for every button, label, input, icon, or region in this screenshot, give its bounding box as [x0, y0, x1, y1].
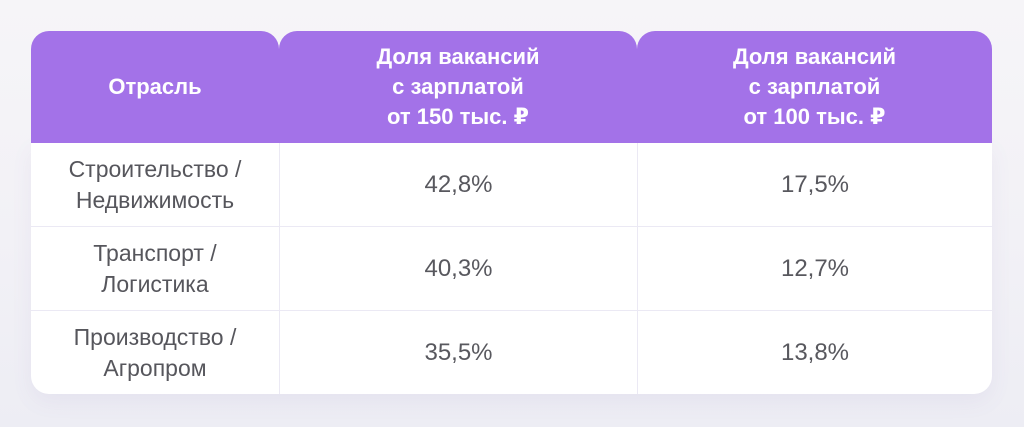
table-row-manufacturing: Производство / Агропром 35,5% 13,8% [31, 310, 992, 394]
cell-industry: Производство / Агропром [73, 324, 237, 381]
cell-industry: Строительство / Недвижимость [68, 156, 242, 213]
cell-share-100k: 17,5% [637, 143, 992, 226]
cell-share-100k: 13,8% [637, 311, 992, 394]
header-label-industry: Отрасль [108, 74, 202, 100]
cell-share-100k: 12,7% [637, 227, 992, 310]
cell-share-150k: 42,8% [279, 143, 637, 226]
table-row-transport: Транспорт / Логистика 40,3% 12,7% [31, 226, 992, 310]
cell-share-150k: 35,5% [279, 311, 637, 394]
cell-share-150k: 40,3% [279, 227, 637, 310]
header-cell-share-100k: Доля вакансий с зарплатой от 100 тыс. ₽ [637, 31, 992, 143]
table-body: Строительство / Недвижимость 42,8% 17,5%… [31, 143, 992, 394]
table-header: Отрасль Доля вакансий с зарплатой от 150… [31, 31, 992, 143]
cell-industry: Транспорт / Логистика [93, 240, 217, 297]
header-label-share-150k: Доля вакансий с зарплатой от 150 тыс. ₽ [376, 44, 540, 129]
header-cell-industry: Отрасль [31, 31, 279, 143]
header-label-share-100k: Доля вакансий с зарплатой от 100 тыс. ₽ [732, 44, 897, 129]
table-row-construction: Строительство / Недвижимость 42,8% 17,5% [31, 143, 992, 226]
header-cell-share-150k: Доля вакансий с зарплатой от 150 тыс. ₽ [279, 31, 637, 143]
salary-share-table: Отрасль Доля вакансий с зарплатой от 150… [31, 31, 992, 394]
